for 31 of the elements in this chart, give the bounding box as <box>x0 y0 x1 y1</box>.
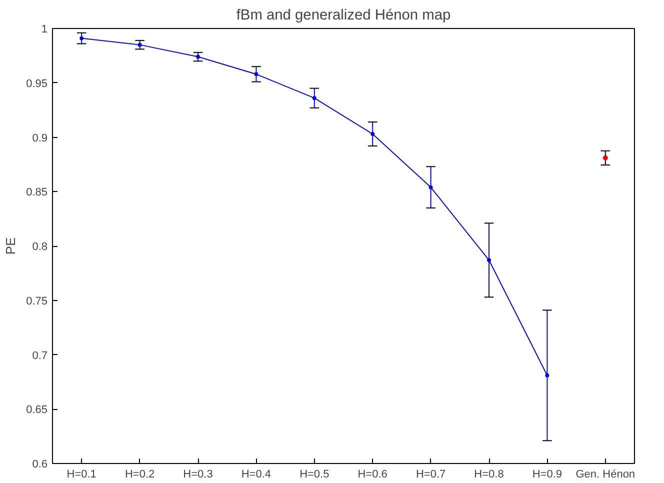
y-tick-label: 0.95 <box>26 78 48 90</box>
y-tick-label: 0.75 <box>26 295 48 308</box>
x-tick-label: H=0.8 <box>474 468 504 480</box>
y-tick-label: 1 <box>41 24 48 36</box>
chart-title: fBm and generalized Hénon map <box>236 8 451 24</box>
x-tick-label: H=0.2 <box>124 468 155 480</box>
x-tick-label: H=0.6 <box>358 468 388 480</box>
y-tick-label: 0.9 <box>32 132 48 144</box>
point <box>545 373 550 378</box>
x-tick-label: H=0.9 <box>532 468 562 480</box>
point <box>428 185 433 190</box>
y-tick-label: 0.65 <box>26 404 48 416</box>
y-axis-title: PE <box>3 237 18 255</box>
point <box>196 54 200 59</box>
point <box>370 132 375 136</box>
x-tick-label: H=0.7 <box>416 468 446 480</box>
point <box>312 96 316 100</box>
x-tick-label: H=0.1 <box>66 468 96 480</box>
x-tick-label: H=0.4 <box>241 468 272 480</box>
y-tick-label: 0.8 <box>32 241 48 253</box>
x-tick-label: Gen. Hénon <box>576 468 636 480</box>
point <box>487 258 491 262</box>
x-tick-label: H=0.3 <box>183 468 213 480</box>
point <box>138 42 142 47</box>
y-tick-label: 0.6 <box>32 458 48 470</box>
point <box>80 36 84 40</box>
y-tick-label: 0.85 <box>26 186 48 199</box>
x-tick-label: H=0.5 <box>300 468 330 480</box>
y-tick-label: 0.7 <box>32 350 48 362</box>
point <box>602 155 608 160</box>
point <box>254 72 258 76</box>
